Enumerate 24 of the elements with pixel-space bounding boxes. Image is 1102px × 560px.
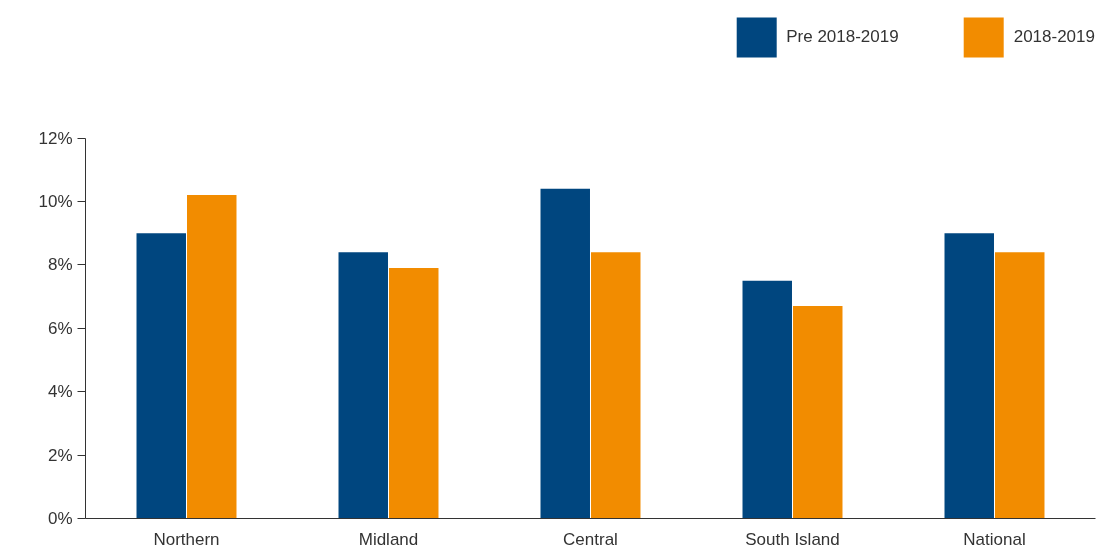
x-tick-label: Northern [153,529,220,549]
x-tick-label: Central [563,529,618,549]
bar [540,188,590,519]
legend-label: Pre 2018-2019 [786,27,899,47]
bar [591,252,641,519]
y-tick-label: 6% [47,318,73,338]
x-tick-label: Midland [358,529,419,549]
bar [793,306,843,519]
y-tick-label: 12% [38,128,73,148]
bar [187,195,237,519]
bar [995,252,1045,519]
bar [389,268,439,519]
y-tick-label: 8% [47,255,73,275]
y-tick-label: 2% [47,445,73,465]
y-tick-label: 10% [38,191,73,211]
legend-label: 2018-2019 [1013,27,1095,47]
x-tick-label: South Island [745,529,840,549]
bar [742,280,792,519]
y-tick-label: 0% [47,509,73,528]
bar [944,233,994,519]
bar [338,252,388,519]
x-tick-label: National [963,529,1026,549]
bar [136,233,186,519]
y-tick-label: 4% [47,382,73,402]
